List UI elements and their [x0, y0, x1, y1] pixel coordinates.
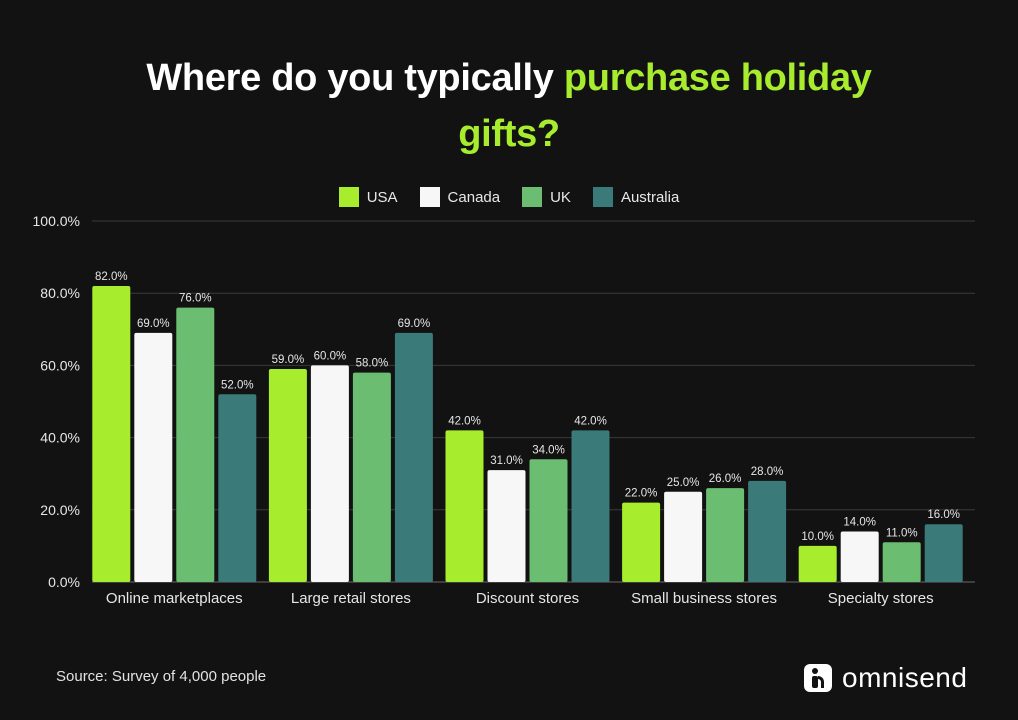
brand-logo: omnisend: [804, 662, 967, 694]
chart-title: Where do you typically purchase holiday …: [0, 50, 1018, 162]
x-tick-label: Discount stores: [476, 590, 579, 607]
brand-name: omnisend: [842, 662, 968, 693]
legend-swatch-uk: [522, 187, 543, 207]
x-tick-label: Specialty stores: [828, 590, 934, 607]
bar: [134, 332, 173, 582]
bar: [882, 542, 921, 582]
legend-item-canada: Canada: [419, 187, 501, 207]
data-label: 28.0%: [751, 466, 784, 478]
bar: [664, 491, 703, 582]
data-label: 42.0%: [574, 415, 607, 427]
data-label: 58.0%: [356, 358, 389, 370]
legend-swatch-canada: [419, 187, 440, 207]
bar: [218, 394, 257, 582]
legend-label-australia: Australia: [620, 188, 680, 206]
data-label: 14.0%: [843, 516, 876, 528]
y-tick-label: 80.0%: [40, 285, 80, 301]
legend-item-australia: Australia: [592, 187, 680, 207]
bar: [310, 365, 349, 582]
data-label: 26.0%: [709, 473, 742, 485]
y-tick-label: 60.0%: [40, 357, 80, 373]
bar: [394, 332, 433, 582]
bar: [840, 531, 879, 582]
title-accent-2: gifts?: [458, 113, 560, 155]
legend-label-usa: USA: [366, 188, 398, 206]
title-part-1: Where do you typically: [146, 57, 564, 99]
data-label: 42.0%: [448, 415, 481, 427]
legend-item-uk: UK: [522, 187, 571, 207]
bar: [798, 545, 837, 582]
y-tick-label: 100.0%: [33, 213, 80, 229]
legend-swatch-australia: [592, 187, 613, 207]
bar: [445, 430, 484, 582]
data-label: 34.0%: [532, 444, 565, 456]
data-label: 59.0%: [272, 354, 305, 366]
omnisend-logo-icon: [804, 664, 832, 692]
x-tick-label: Online marketplaces: [106, 590, 243, 607]
bar: [571, 430, 610, 582]
data-label: 69.0%: [137, 318, 170, 330]
legend-item-usa: USA: [338, 187, 398, 207]
legend-swatch-usa: [338, 187, 359, 207]
bar: [924, 524, 963, 582]
source-note: Source: Survey of 4,000 people: [56, 668, 267, 685]
title-accent-1: purchase holiday: [563, 57, 872, 99]
bar: [706, 488, 745, 582]
legend-label-canada: Canada: [447, 188, 501, 206]
data-label: 52.0%: [221, 379, 254, 391]
legend-label-uk: UK: [550, 188, 571, 206]
data-label: 10.0%: [801, 531, 834, 543]
bar: [352, 372, 391, 582]
y-tick-label: 0.0%: [48, 574, 80, 590]
bar: [92, 285, 131, 582]
y-tick-label: 40.0%: [40, 430, 80, 446]
y-tick-label: 20.0%: [40, 502, 80, 518]
data-label: 82.0%: [95, 271, 128, 283]
bar: [529, 459, 568, 582]
data-label: 11.0%: [886, 527, 918, 539]
data-label: 76.0%: [179, 293, 212, 305]
data-label: 69.0%: [398, 318, 431, 330]
bar: [176, 307, 215, 582]
bar: [487, 470, 526, 582]
data-label: 60.0%: [314, 350, 347, 362]
bar: [748, 480, 787, 582]
data-label: 22.0%: [625, 488, 658, 500]
x-tick-label: Large retail stores: [291, 590, 411, 607]
data-label: 25.0%: [667, 477, 700, 489]
bar: [268, 369, 307, 582]
legend: USA Canada UK Australia: [0, 187, 1018, 207]
data-label: 16.0%: [927, 509, 960, 521]
data-label: 31.0%: [490, 455, 523, 467]
bar: [622, 502, 661, 582]
x-tick-label: Small business stores: [631, 590, 777, 607]
